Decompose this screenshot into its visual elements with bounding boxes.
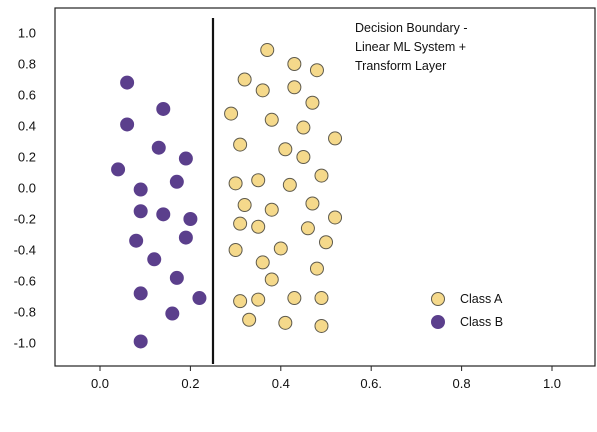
y-tick-label: -0.6 [14, 274, 36, 289]
y-tick-label: 0.0 [18, 181, 36, 196]
data-point-class-a [265, 273, 278, 286]
data-point-class-a [283, 178, 296, 191]
data-point-class-a [238, 199, 251, 212]
x-tick-label: 1.0 [543, 376, 561, 391]
data-point-class-a [225, 107, 238, 120]
data-point-class-b [134, 205, 147, 218]
legend-marker-class-b [432, 316, 445, 329]
data-point-class-a [306, 96, 319, 109]
chart-title-line-3: Transform Layer [355, 59, 446, 73]
data-point-class-a [234, 295, 247, 308]
x-tick-label: 0.0 [91, 376, 109, 391]
data-point-class-a [234, 138, 247, 151]
y-tick-label: -0.4 [14, 243, 36, 258]
data-point-class-b [170, 175, 183, 188]
y-tick-label: -0.8 [14, 305, 36, 320]
y-tick-label: 1.0 [18, 26, 36, 41]
legend-label-class-b: Class B [460, 315, 503, 329]
data-point-class-a [243, 313, 256, 326]
data-point-class-a [310, 262, 323, 275]
data-point-class-a [252, 220, 265, 233]
data-point-class-b [179, 231, 192, 244]
chart-title-line-2: Linear ML System + [355, 40, 466, 54]
y-tick-label: -1.0 [14, 336, 36, 351]
legend: Class A Class B [432, 292, 504, 329]
data-point-class-b [152, 141, 165, 154]
data-point-class-a [229, 177, 242, 190]
data-point-class-a [288, 58, 301, 71]
data-point-class-a [315, 169, 328, 182]
data-point-class-a [265, 113, 278, 126]
data-point-class-a [329, 211, 342, 224]
x-tick-label: 0.6. [360, 376, 382, 391]
legend-marker-class-a [432, 293, 445, 306]
data-point-class-b [121, 118, 134, 131]
chart-title-line-1: Decision Boundary - [355, 21, 468, 35]
data-point-class-b [130, 234, 143, 247]
data-point-class-b [148, 253, 161, 266]
data-point-class-a [279, 316, 292, 329]
y-tick-label: 0.8 [18, 57, 36, 72]
data-point-class-b [112, 163, 125, 176]
data-point-class-a [315, 319, 328, 332]
data-point-class-b [134, 287, 147, 300]
x-tick-label: 0.8 [453, 376, 471, 391]
data-point-class-a [297, 151, 310, 164]
y-tick-label: 0.6 [18, 88, 36, 103]
data-point-class-b [121, 76, 134, 89]
y-tick-label: 0.2 [18, 150, 36, 165]
data-point-class-a [288, 292, 301, 305]
data-point-class-a [252, 293, 265, 306]
data-point-class-a [252, 174, 265, 187]
data-point-class-a [279, 143, 292, 156]
data-point-class-a [329, 132, 342, 145]
data-point-class-b [157, 102, 170, 115]
x-tick-label: 0.2 [181, 376, 199, 391]
data-point-class-a [301, 222, 314, 235]
data-point-class-a [274, 242, 287, 255]
data-point-class-b [166, 307, 179, 320]
data-point-class-b [134, 335, 147, 348]
data-point-class-b [157, 208, 170, 221]
data-point-class-a [234, 217, 247, 230]
data-point-class-a [315, 292, 328, 305]
data-point-class-a [256, 256, 269, 269]
data-point-class-a [297, 121, 310, 134]
data-point-class-a [310, 64, 323, 77]
data-point-class-a [261, 44, 274, 57]
data-point-class-a [265, 203, 278, 216]
data-point-class-b [134, 183, 147, 196]
data-point-class-a [306, 197, 319, 210]
data-point-class-a [238, 73, 251, 86]
data-point-class-a [229, 244, 242, 257]
data-point-class-b [184, 213, 197, 226]
data-point-class-a [288, 81, 301, 94]
data-point-class-b [193, 292, 206, 305]
data-point-class-b [179, 152, 192, 165]
legend-label-class-a: Class A [460, 292, 503, 306]
y-tick-label: 0.4 [18, 119, 36, 134]
data-point-class-b [170, 271, 183, 284]
y-tick-label: -0.2 [14, 212, 36, 227]
data-point-class-a [256, 84, 269, 97]
data-point-class-a [320, 236, 333, 249]
x-tick-label: 0.4 [272, 376, 290, 391]
